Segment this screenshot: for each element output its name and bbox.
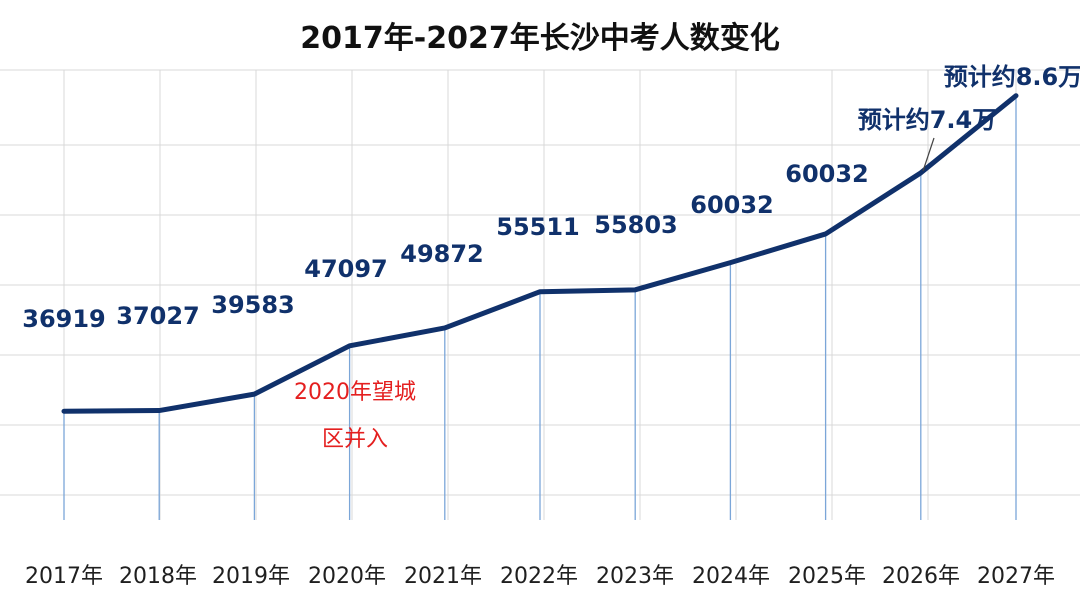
data-label-8: 60032 xyxy=(785,160,869,188)
data-label-1: 37027 xyxy=(116,302,200,330)
callout-leader-line xyxy=(922,137,935,172)
data-label-9: 预计约7.4万 xyxy=(858,106,997,134)
data-label-10: 预计约8.6万 xyxy=(944,63,1080,91)
x-tick-label-4: 2021年 xyxy=(404,564,482,589)
x-tick-label-1: 2018年 xyxy=(119,564,197,589)
data-label-0: 36919 xyxy=(22,305,106,333)
chart-title: 2017年-2027年长沙中考人数变化 xyxy=(300,21,779,56)
data-label-7: 60032 xyxy=(690,191,774,219)
drop-lines xyxy=(63,95,1017,520)
x-tick-label-5: 2022年 xyxy=(500,564,578,589)
series-line xyxy=(61,93,1019,414)
annotation-line-2: 区并入 xyxy=(322,427,388,452)
x-tick-label-8: 2025年 xyxy=(788,564,866,589)
series-line-layer xyxy=(61,93,1019,414)
data-label-2: 39583 xyxy=(211,291,295,319)
data-label-4: 49872 xyxy=(400,240,484,268)
annotation-line-1: 2020年望城 xyxy=(294,380,416,405)
data-label-5: 55511 xyxy=(496,213,580,241)
x-tick-label-10: 2027年 xyxy=(977,564,1055,589)
value-labels-layer: 36919 37027 39583 47097 49872 55511 55803 60032… xyxy=(22,63,1080,333)
x-tick-label-6: 2023年 xyxy=(596,564,674,589)
x-tick-label-0: 2017年 xyxy=(25,564,103,589)
x-tick-label-9: 2026年 xyxy=(882,564,960,589)
x-tick-label-3: 2020年 xyxy=(308,564,386,589)
x-tick-label-7: 2024年 xyxy=(692,564,770,589)
x-tick-label-2: 2019年 xyxy=(212,564,290,589)
x-axis-ticks: 2017年 2018年 2019年 2020年 2021年 2022年 2023年 2024年… xyxy=(25,564,1055,589)
data-label-6: 55803 xyxy=(594,211,678,239)
data-label-3: 47097 xyxy=(304,255,388,283)
